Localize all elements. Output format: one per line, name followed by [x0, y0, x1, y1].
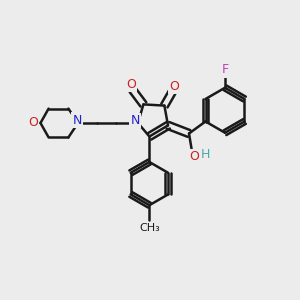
Text: N: N [73, 113, 82, 127]
Text: CH₃: CH₃ [139, 223, 160, 233]
Text: O: O [126, 78, 136, 91]
Text: F: F [222, 63, 229, 76]
Text: O: O [169, 80, 179, 93]
Text: O: O [28, 116, 38, 130]
Text: H: H [201, 148, 210, 161]
Text: N: N [130, 114, 140, 127]
Text: O: O [189, 150, 199, 164]
